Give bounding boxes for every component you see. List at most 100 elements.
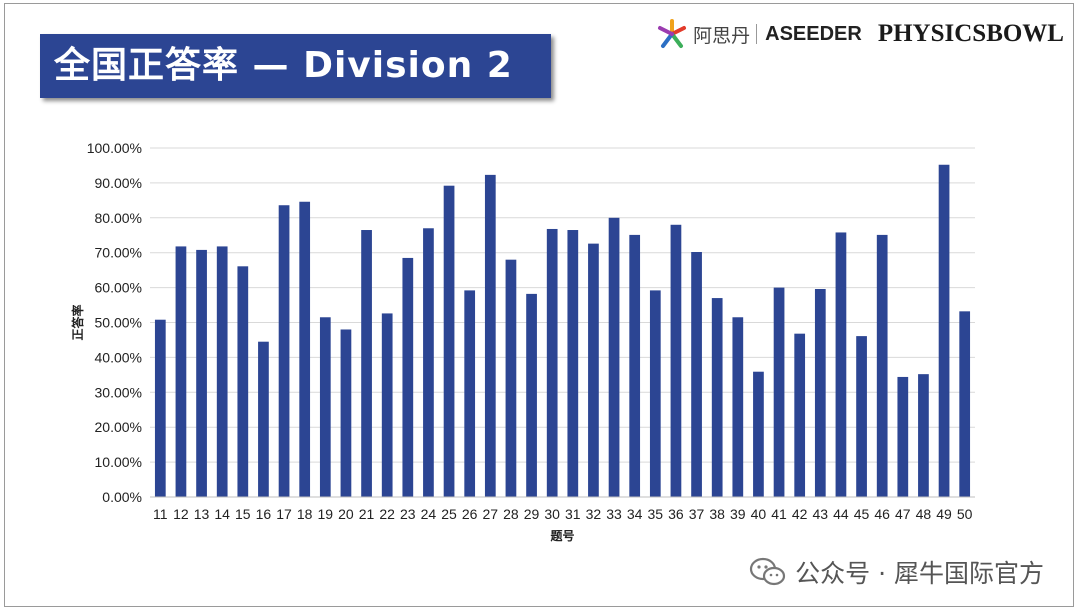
x-tick-label: 29 — [524, 506, 540, 522]
x-axis-label: 题号 — [550, 528, 574, 543]
x-tick-label: 22 — [379, 506, 395, 522]
bar-q41 — [773, 287, 785, 497]
bar-q32 — [588, 243, 599, 497]
x-tick-label: 42 — [792, 506, 808, 522]
chart-gridlines — [150, 147, 975, 463]
bar-q39 — [732, 317, 744, 497]
asidan-star-icon — [658, 19, 687, 48]
x-tick-label: 20 — [338, 506, 354, 522]
x-tick-label: 50 — [957, 506, 973, 522]
y-tick-label: 60.00% — [95, 280, 142, 296]
x-tick-label: 48 — [916, 506, 932, 522]
x-tick-label: 13 — [194, 506, 210, 522]
bar-q45 — [856, 336, 867, 497]
bar-q34 — [629, 234, 641, 497]
y-tick-label: 30.00% — [95, 384, 142, 400]
x-tick-label: 19 — [318, 506, 334, 522]
bar-q37 — [691, 252, 702, 497]
bar-q30 — [546, 228, 558, 497]
x-tick-label: 14 — [214, 506, 230, 522]
y-tick-label: 0.00% — [102, 489, 142, 505]
x-tick-label: 25 — [441, 506, 457, 522]
slide-title: 全国正答率 — Division 2 — [40, 34, 551, 98]
bar-q33 — [608, 217, 620, 498]
bar-q43 — [814, 288, 826, 497]
x-tick-label: 24 — [421, 506, 437, 522]
bar-q23 — [402, 257, 414, 497]
watermark: 公众号 · 犀牛国际官方 — [749, 554, 1044, 590]
bar-q19 — [319, 317, 331, 497]
y-tick-label: 90.00% — [95, 175, 142, 191]
bar-q22 — [381, 313, 393, 497]
y-tick-label: 10.00% — [95, 454, 142, 470]
bar-q25 — [443, 185, 455, 497]
x-tick-label: 28 — [503, 506, 519, 522]
x-tick-label: 27 — [483, 506, 499, 522]
bar-q31 — [567, 230, 579, 497]
bar-q20 — [340, 329, 352, 497]
bar-q18 — [299, 201, 311, 497]
x-tick-label: 15 — [235, 506, 251, 522]
asidan-logo-text: 阿思丹 — [693, 24, 751, 47]
bar-q36 — [670, 224, 682, 497]
bar-q13 — [196, 249, 207, 497]
x-tick-label: 21 — [359, 506, 375, 522]
wechat-icon — [750, 557, 786, 586]
y-tick-label: 100.00% — [87, 140, 142, 156]
x-tick-label: 33 — [606, 506, 622, 522]
x-tick-label: 40 — [751, 506, 767, 522]
x-tick-label: 23 — [400, 506, 416, 522]
x-tick-label: 46 — [874, 506, 890, 522]
x-tick-label: 35 — [648, 506, 664, 522]
x-tick-label: 32 — [586, 506, 602, 522]
x-tick-label: 11 — [153, 506, 168, 522]
bar-q15 — [237, 266, 249, 497]
bar-q26 — [464, 290, 476, 497]
bar-q11 — [154, 319, 166, 497]
bar-q49 — [938, 164, 950, 497]
y-axis-ticks: 0.00% 10.00% 20.00% 30.00% 40.00% 50.00% 60.00… — [87, 140, 142, 505]
x-tick-label: 44 — [833, 506, 849, 522]
bar-q44 — [835, 232, 847, 497]
bar-q40 — [753, 371, 764, 497]
aseeder-logo: ASEEDER — [765, 22, 862, 45]
bar-q12 — [175, 246, 187, 497]
x-tick-label: 49 — [936, 506, 952, 522]
bar-q16 — [258, 341, 269, 497]
y-tick-label: 80.00% — [95, 210, 142, 226]
x-tick-label: 43 — [813, 506, 829, 522]
y-axis-label: 正答率 — [70, 304, 85, 340]
logo-row: 阿思丹 ASEEDER PHYSICSBOWL — [657, 16, 1064, 52]
y-tick-label: 40.00% — [95, 349, 142, 365]
watermark-text: 公众号 · 犀牛国际官方 — [795, 559, 1044, 588]
bar-q17 — [278, 205, 290, 497]
bar-q48 — [918, 374, 929, 497]
bar-q24 — [423, 228, 434, 497]
logo-divider — [756, 24, 758, 44]
x-tick-label: 12 — [173, 506, 189, 522]
bar-q42 — [794, 333, 806, 497]
x-tick-label: 47 — [895, 506, 911, 522]
x-tick-label: 38 — [709, 506, 725, 522]
x-tick-label: 30 — [544, 506, 560, 522]
bar-q38 — [711, 298, 723, 497]
bar-q29 — [526, 293, 537, 497]
x-tick-label: 34 — [627, 506, 643, 522]
asidan-logo: 阿思丹 — [657, 19, 758, 49]
bar-q46 — [876, 234, 888, 497]
x-tick-label: 41 — [771, 506, 787, 522]
y-tick-label: 20.00% — [95, 419, 142, 435]
y-tick-label: 70.00% — [95, 245, 142, 261]
x-tick-label: 36 — [668, 506, 684, 522]
x-tick-label: 16 — [256, 506, 272, 522]
bar-q50 — [959, 311, 971, 497]
bar-q28 — [505, 259, 517, 497]
x-axis-ticks: 11 12 13 14 15 16 17 18 19 20 21 22 23 24 25 26 27 28 29 30… — [153, 506, 973, 522]
bar-q27 — [484, 174, 496, 498]
bar-q14 — [216, 246, 228, 497]
bar-q21 — [361, 230, 372, 497]
bar-q47 — [897, 376, 909, 497]
x-tick-label: 18 — [297, 506, 313, 522]
y-tick-label: 50.00% — [95, 315, 142, 331]
